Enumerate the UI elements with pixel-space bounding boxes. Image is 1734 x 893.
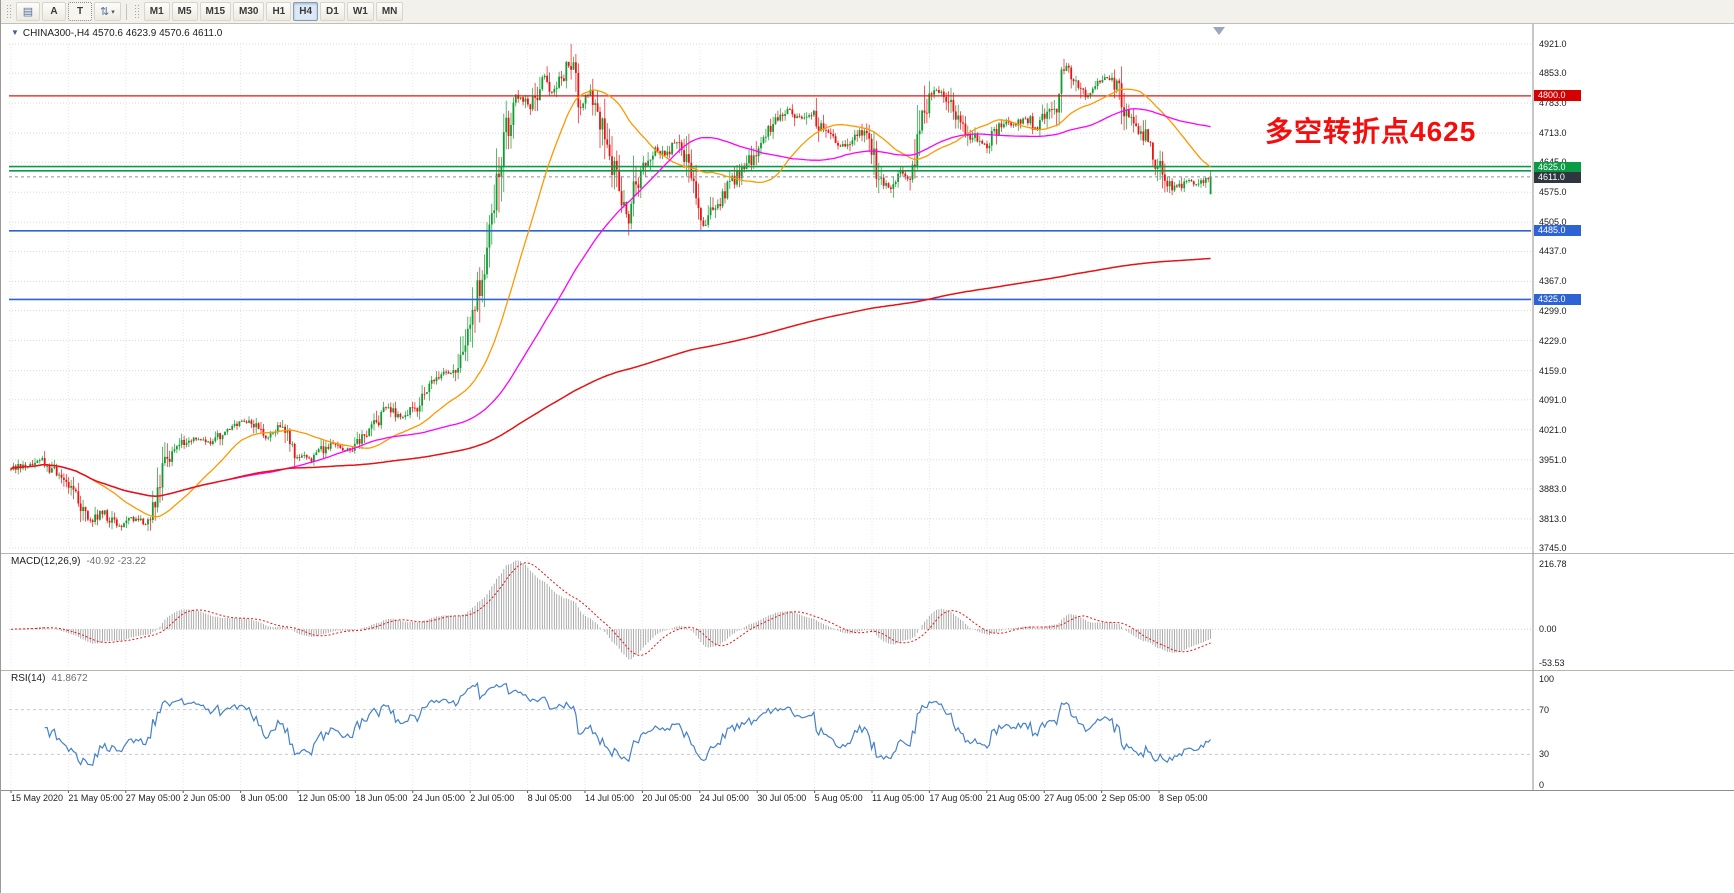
time-scale-label: 27 Aug 05:00 <box>1044 793 1098 803</box>
time-scale-label: 18 Jun 05:00 <box>355 793 408 803</box>
timeframe-w1[interactable]: W1 <box>346 2 374 21</box>
price-scale-label: 4575.0 <box>1539 187 1567 198</box>
one-click-trading-icon[interactable]: ▼ <box>11 28 19 37</box>
timeframe-m30[interactable]: M30 <box>233 2 265 21</box>
toolbar-grip[interactable] <box>6 3 12 20</box>
time-scale-label: 24 Jun 05:00 <box>412 793 465 803</box>
time-scale-label: 8 Sep 05:00 <box>1159 793 1208 803</box>
macd-scale-min: -53.53 <box>1539 658 1565 668</box>
level-badge-4485[interactable]: 4485.0 <box>1534 225 1581 236</box>
text-label-button[interactable]: A <box>42 2 66 21</box>
time-scale-label: 20 Jul 05:00 <box>642 793 692 803</box>
macd-values: -40.92 -23.22 <box>86 556 146 567</box>
price-scale-label: 3813.0 <box>1539 513 1567 524</box>
symbol-title: ▼ CHINA300-,H4 4570.6 4623.9 4570.6 4611.… <box>11 28 222 39</box>
rsi-scale-label: 70 <box>1539 704 1550 715</box>
macd-label: MACD(12,26,9) -40.92 -23.22 <box>11 556 146 567</box>
price-scale-label: 4921.0 <box>1539 39 1567 49</box>
text-box-button[interactable]: T <box>68 2 92 21</box>
time-scale-label: 11 Aug 05:00 <box>872 793 925 803</box>
timeframe-m5[interactable]: M5 <box>171 2 198 21</box>
time-scale-label: 12 Jun 05:00 <box>298 793 351 803</box>
scale-arrows-icon: ⇅ <box>100 6 110 18</box>
price-scale-label: 4783.0 <box>1539 98 1567 109</box>
charts-grid-icon: ▤ <box>22 6 34 18</box>
price-scale-label: 4853.0 <box>1539 68 1567 79</box>
time-scale-label: 14 Jul 05:00 <box>585 793 635 803</box>
price-scale-label: 4367.0 <box>1539 276 1567 287</box>
macd-name: MACD(12,26,9) <box>11 556 81 567</box>
level-badge-4625[interactable]: 4625.0 <box>1534 162 1581 173</box>
symbol-ohlc-text: CHINA300-,H4 4570.6 4623.9 4570.6 4611.0 <box>22 28 223 39</box>
rsi-scale-label: 100 <box>1539 674 1555 684</box>
time-scale-label: 2 Sep 05:00 <box>1101 793 1151 803</box>
rsi-name: RSI(14) <box>11 673 46 684</box>
last-price-badge: 4611.0 <box>1534 172 1581 183</box>
timeframe-grip[interactable] <box>133 3 140 20</box>
macd-scale-max: 216.78 <box>1539 559 1567 569</box>
time-scale-label: 2 Jun 05:00 <box>183 793 231 803</box>
toolbar: ▤ A T ⇅ ▾ M1 M5 M15 M30 H1 H4 D1 W1 MN <box>1 0 1734 24</box>
rsi-label: RSI(14) 41.8672 <box>11 673 88 684</box>
price-scale-label: 3883.0 <box>1539 483 1567 494</box>
chevron-down-icon: ▾ <box>111 8 115 16</box>
rsi-scale-label: 30 <box>1539 749 1550 760</box>
price-scale-label: 3745.0 <box>1539 543 1567 553</box>
price-scale-label: 4713.0 <box>1539 128 1567 139</box>
timeframe-d1[interactable]: D1 <box>320 2 345 21</box>
timeframe-m15[interactable]: M15 <box>199 2 231 21</box>
time-scale-label: 30 Jul 05:00 <box>757 793 807 803</box>
time-scale-label: 8 Jun 05:00 <box>240 793 288 803</box>
time-scale-label: 5 Aug 05:00 <box>814 793 863 803</box>
price-scale-label: 4505.0 <box>1539 217 1567 228</box>
price-scale-label: 4299.0 <box>1539 305 1567 316</box>
price-scale-label: 4159.0 <box>1539 365 1567 376</box>
level-badge-4325[interactable]: 4325.0 <box>1534 294 1581 305</box>
time-scale-label: 21 Aug 05:00 <box>986 793 1040 803</box>
timeframe-h1[interactable]: H1 <box>266 2 292 21</box>
price-scale-label: 4437.0 <box>1539 246 1567 257</box>
timeframe-mn[interactable]: MN <box>375 2 404 21</box>
chart-shift-marker[interactable] <box>1213 27 1225 35</box>
time-scale-label: 27 May 05:00 <box>125 793 181 803</box>
price-scale-label: 3951.0 <box>1539 454 1567 465</box>
toolbar-separator <box>125 3 127 20</box>
rsi-scale-label: 0 <box>1539 780 1545 790</box>
rsi-value: 41.8672 <box>51 673 88 684</box>
macd-scale-zero: 0.00 <box>1539 624 1557 635</box>
time-scale-label: 24 Jul 05:00 <box>699 793 749 803</box>
time-scale-label: 2 Jul 05:00 <box>470 793 515 803</box>
price-scale-label: 4229.0 <box>1539 335 1567 346</box>
text-box-icon: T <box>76 6 84 17</box>
time-scale-label: 15 May 2020 <box>11 793 64 803</box>
time-scale-label: 21 May 05:00 <box>68 793 123 803</box>
timeframe-group: M1 M5 M15 M30 H1 H4 D1 W1 MN <box>143 2 405 21</box>
price-scale-label: 4091.0 <box>1539 394 1567 405</box>
time-scale-label: 8 Jul 05:00 <box>527 793 572 803</box>
price-scale-label: 4021.0 <box>1539 424 1567 435</box>
scale-arrows-button[interactable]: ⇅ ▾ <box>94 2 121 21</box>
timeframe-h4[interactable]: H4 <box>293 2 319 21</box>
text-label-icon: A <box>50 6 58 17</box>
charts-grid-button[interactable]: ▤ <box>16 2 40 21</box>
level-badge-4800[interactable]: 4800.0 <box>1534 90 1581 101</box>
annotation-text: 多空转折点4625 <box>1265 116 1477 147</box>
timeframe-m1[interactable]: M1 <box>143 2 170 21</box>
time-scale-label: 17 Aug 05:00 <box>929 793 983 803</box>
